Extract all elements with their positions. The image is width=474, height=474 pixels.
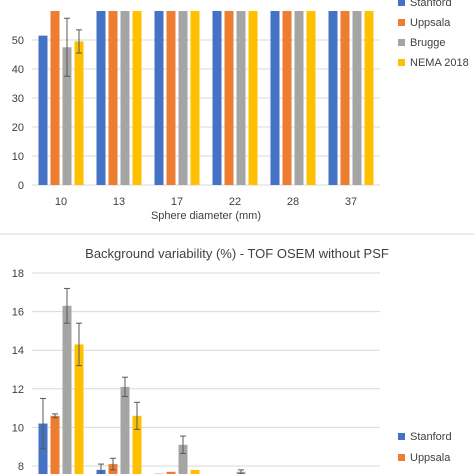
legend-item-stanford: Stanford [398,0,452,9]
top-error-bars [64,17,82,77]
bar-nema-2018-17 [190,11,200,185]
legend-item-uppsala: Uppsala [398,17,451,29]
bar-nema-2018-28 [306,11,316,185]
bottom-y-tick-labels: 8 10 12 14 16 18 [12,268,24,473]
top-bar-chart: 0 10 20 30 40 50 10 13 17 22 28 37 Sphere diameter… [12,0,469,222]
bar-brugge-13 [120,11,130,185]
bar-uppsala-28 [282,11,292,185]
legend-swatch [398,59,405,66]
bar-uppsala-10 [50,415,60,474]
bar-brugge-17 [178,11,188,185]
y-tick-label: 30 [12,93,24,105]
x-tick-label: 22 [229,196,241,208]
y-tick-label: 0 [18,180,24,192]
legend-label: Uppsala [410,452,451,464]
bar-uppsala-17 [166,11,176,185]
x-tick-label: 37 [345,196,357,208]
x-tick-label: 13 [113,196,125,208]
bar-stanford-28 [270,11,280,185]
bar-uppsala-17 [166,471,176,474]
bottom-chart-title: Background variability (%) - TOF OSEM wi… [85,246,389,261]
bottom-bars [38,305,246,474]
top-gridlines [32,39,380,157]
bottom-bar-chart: Background variability (%) - TOF OSEM wi… [12,246,452,474]
bar-brugge-10 [62,305,72,474]
bar-stanford-17 [154,11,164,185]
legend-label: NEMA 2018 [410,57,469,69]
y-tick-label: 50 [12,35,24,47]
y-tick-label: 14 [12,345,24,357]
legend-item-uppsala: Uppsala [398,452,451,464]
y-tick-label: 16 [12,307,24,319]
top-x-tick-labels: 10 13 17 22 28 37 [55,196,357,208]
y-tick-label: 8 [18,461,24,473]
y-tick-label: 18 [12,268,24,280]
legend-swatch [398,433,405,440]
bottom-legend: Stanford Uppsala [398,431,452,464]
bar-uppsala-10 [50,11,60,185]
legend-item-stanford: Stanford [398,431,452,443]
bar-brugge-13 [120,386,130,474]
x-tick-label: 10 [55,196,67,208]
x-tick-label: 28 [287,196,299,208]
top-legend: Stanford Uppsala Brugge NEMA 2018 [398,0,469,69]
bar-stanford-37 [328,11,338,185]
top-x-axis-label: Sphere diameter (mm) [151,210,261,222]
bar-nema-2018-22 [248,11,258,185]
legend-item-brugge: Brugge [398,37,445,49]
x-tick-label: 17 [171,196,183,208]
bar-nema-2018-37 [364,11,374,185]
bar-stanford-10 [38,35,48,186]
legend-label: Stanford [410,431,452,443]
y-tick-label: 12 [12,384,24,396]
y-tick-label: 20 [12,122,24,134]
y-tick-label: 10 [12,422,24,434]
y-tick-label: 40 [12,64,24,76]
bar-brugge-22 [236,11,246,185]
bar-stanford-13 [96,11,106,185]
bar-stanford-22 [212,11,222,185]
top-y-tick-labels: 0 10 20 30 40 50 [12,35,24,192]
legend-label: Stanford [410,0,452,9]
legend-item-nema-2018: NEMA 2018 [398,57,469,69]
bar-nema-2018-10 [74,41,84,186]
legend-swatch [398,39,405,46]
bar-nema-2018-17 [190,469,200,474]
bar-uppsala-22 [224,11,234,185]
bottom-gridlines [32,272,380,467]
legend-swatch [398,454,405,461]
y-tick-label: 10 [12,151,24,163]
bar-uppsala-37 [340,11,350,185]
legend-label: Uppsala [410,17,451,29]
legend-label: Brugge [410,37,445,49]
bottom-error-bars [40,287,244,474]
legend-swatch [398,0,405,6]
bar-brugge-37 [352,11,362,185]
bar-uppsala-13 [108,11,118,185]
bar-nema-2018-13 [132,11,142,185]
bar-brugge-10 [62,47,72,185]
top-bars [38,11,374,186]
bar-nema-2018-13 [132,415,142,474]
legend-swatch [398,19,405,26]
bar-brugge-28 [294,11,304,185]
bar-nema-2018-10 [74,344,84,474]
bar-brugge-17 [178,444,188,474]
